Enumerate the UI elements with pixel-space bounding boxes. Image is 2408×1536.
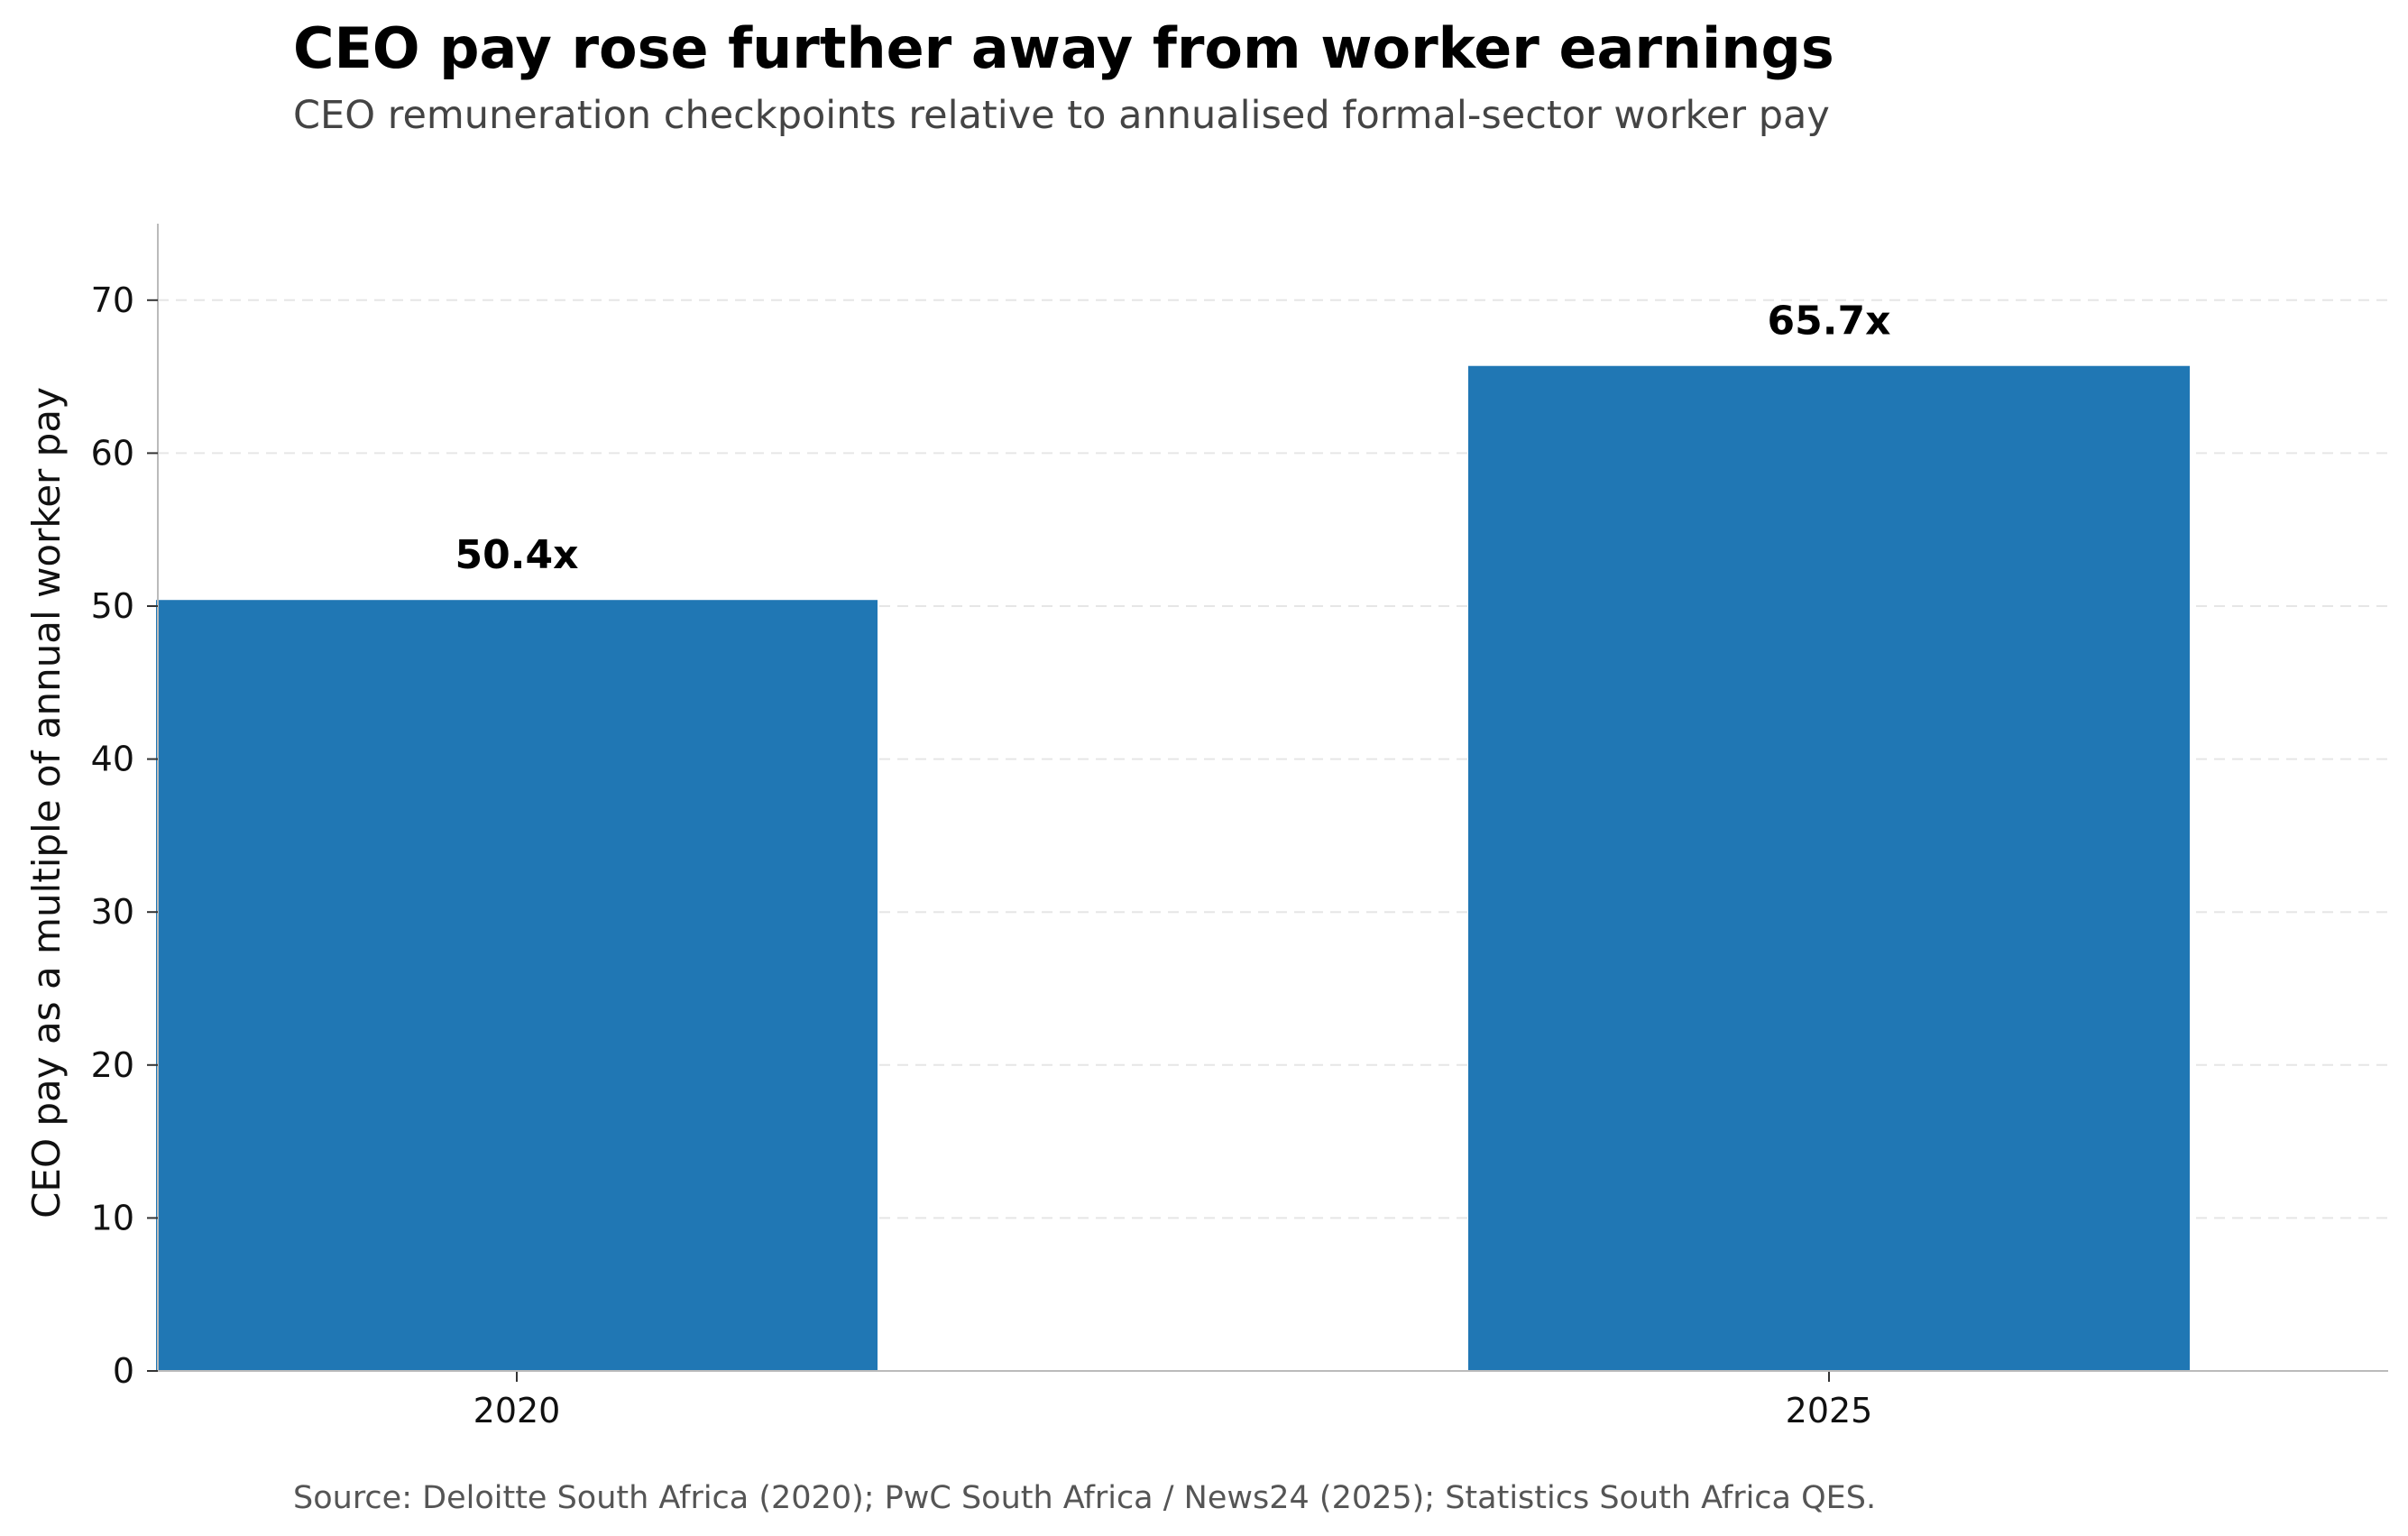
- chart-subtitle: CEO remuneration checkpoints relative to…: [293, 93, 1830, 138]
- y-tick-label-60: 60: [91, 433, 134, 473]
- bar-2025: [1468, 365, 2190, 1371]
- y-tick-label-20: 20: [91, 1045, 134, 1085]
- bar-2020: [156, 600, 878, 1371]
- x-tick-label-2025: 2025: [1786, 1391, 1873, 1430]
- chart-title: CEO pay rose further away from worker ea…: [293, 15, 1834, 81]
- data-labels: 50.4x 65.7x: [455, 299, 1891, 578]
- y-axis-label: CEO pay as a multiple of annual worker p…: [24, 387, 69, 1219]
- source-note: Source: Deloitte South Africa (2020); Pw…: [293, 1480, 1876, 1516]
- y-tick-label-30: 30: [91, 892, 134, 932]
- bars: [156, 365, 2190, 1371]
- y-tick-label-0: 0: [113, 1351, 134, 1391]
- data-label-2025: 65.7x: [1768, 299, 1891, 345]
- y-tick-label-50: 50: [91, 586, 134, 626]
- x-tick-label-2020: 2020: [473, 1391, 561, 1430]
- y-tick-label-40: 40: [91, 740, 134, 779]
- data-label-2020: 50.4x: [455, 532, 579, 578]
- y-tick-label-10: 10: [91, 1198, 134, 1237]
- y-tick-label-70: 70: [91, 281, 134, 320]
- axes: 2020 2025 0 10 20 30 40 50 60 70: [91, 224, 2388, 1430]
